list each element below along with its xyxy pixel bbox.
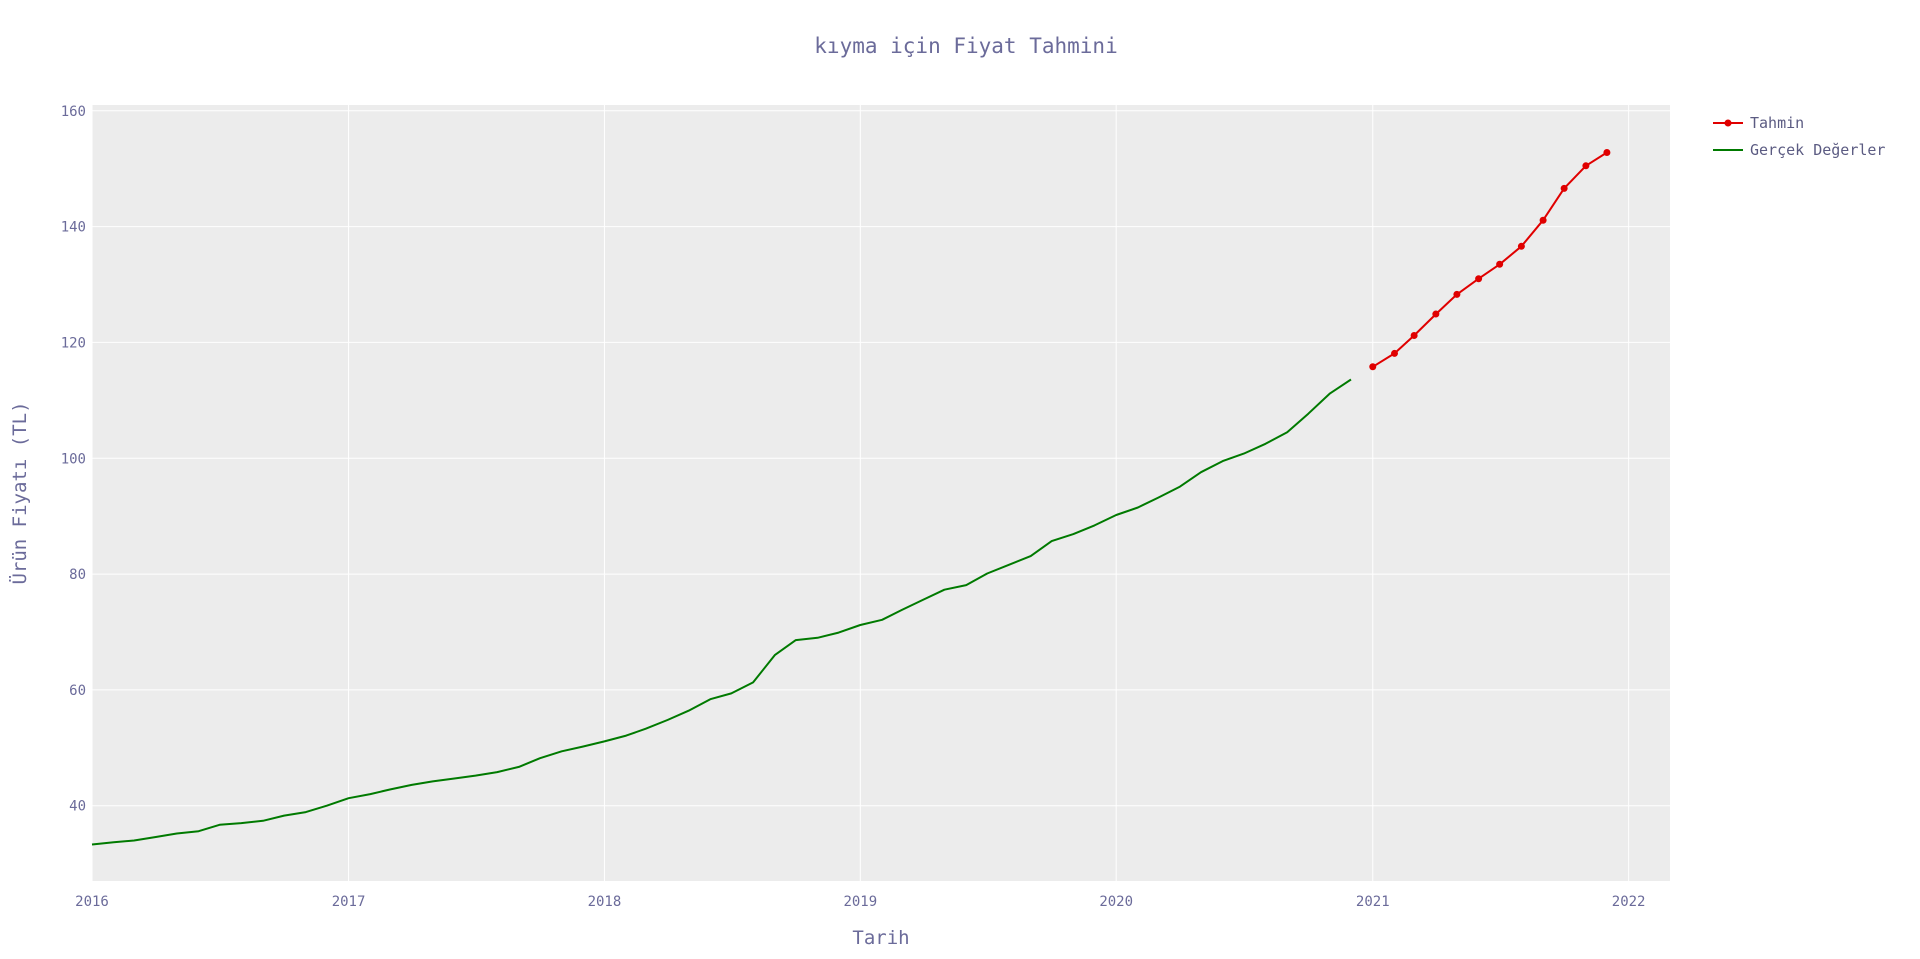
y-tick-labels: 40 60 80 100 120 140 160 bbox=[61, 104, 86, 815]
data-point bbox=[1539, 216, 1547, 224]
series-line-gercek bbox=[91, 378, 1352, 846]
data-point bbox=[1453, 290, 1461, 298]
data-point bbox=[1582, 162, 1590, 170]
data-point bbox=[1603, 148, 1611, 156]
series-line-tahmin bbox=[1372, 151, 1608, 368]
data-point bbox=[1517, 242, 1525, 250]
chart-title: kıyma için Fiyat Tahmini bbox=[814, 34, 1117, 58]
x-tick-label: 2020 bbox=[1099, 894, 1133, 910]
y-tick-label: 80 bbox=[69, 567, 86, 583]
data-point bbox=[1496, 260, 1504, 268]
data-point bbox=[1410, 331, 1418, 339]
y-gridlines bbox=[92, 110, 1670, 807]
data-point bbox=[1475, 275, 1483, 283]
data-point bbox=[1369, 363, 1377, 371]
x-tick-label: 2016 bbox=[75, 894, 109, 910]
y-axis-title: Ürün Fiyatı (TL) bbox=[8, 401, 31, 584]
y-tick-label: 120 bbox=[61, 335, 86, 351]
legend: Tahmin Gerçek Değerler bbox=[1713, 114, 1885, 159]
data-point bbox=[1432, 310, 1440, 318]
x-tick-label: 2018 bbox=[588, 894, 622, 910]
y-tick-label: 40 bbox=[69, 799, 86, 815]
x-gridlines bbox=[91, 105, 1630, 881]
x-tick-labels: 2016 2017 2018 2019 2020 2021 2022 bbox=[75, 894, 1645, 910]
legend-label: Gerçek Değerler bbox=[1750, 141, 1885, 159]
legend-label: Tahmin bbox=[1750, 114, 1804, 132]
x-tick-label: 2017 bbox=[332, 894, 366, 910]
data-point bbox=[1560, 184, 1568, 192]
x-tick-label: 2022 bbox=[1612, 894, 1646, 910]
legend-marker bbox=[1724, 119, 1732, 127]
x-tick-label: 2021 bbox=[1356, 894, 1390, 910]
x-axis-title: Tarih bbox=[852, 927, 909, 949]
y-tick-label: 60 bbox=[69, 683, 86, 699]
series-layer bbox=[91, 148, 1611, 846]
y-tick-label: 100 bbox=[61, 451, 86, 467]
plot-background bbox=[92, 105, 1670, 881]
x-tick-label: 2019 bbox=[843, 894, 877, 910]
y-tick-label: 140 bbox=[61, 220, 86, 236]
data-point bbox=[1390, 349, 1398, 357]
y-tick-label: 160 bbox=[61, 104, 86, 120]
